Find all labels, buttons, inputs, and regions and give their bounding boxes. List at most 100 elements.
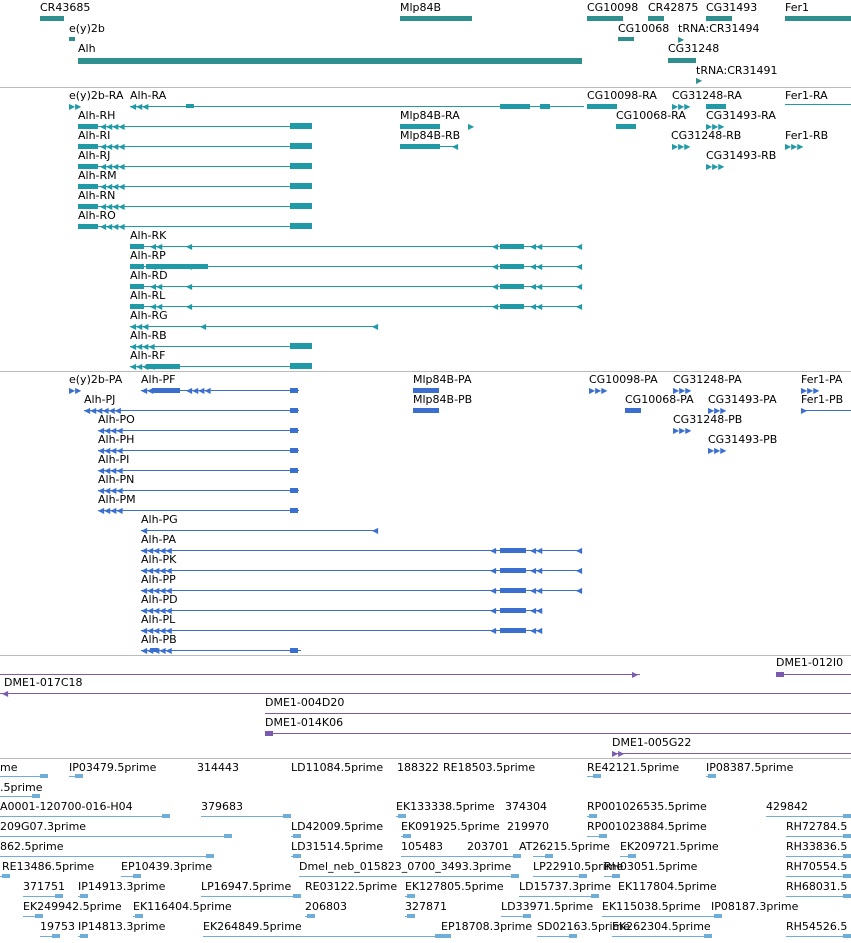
est-glyph[interactable] xyxy=(293,854,301,858)
est-label[interactable]: LP16947.5prime xyxy=(201,880,292,893)
clone-label[interactable]: DME1-005G22 xyxy=(612,736,692,749)
est-label[interactable]: RE42121.5prime xyxy=(587,761,680,774)
feature-glyph[interactable] xyxy=(78,184,98,189)
est-glyph[interactable] xyxy=(843,854,851,858)
feature-glyph[interactable] xyxy=(413,408,439,413)
transcript-label[interactable]: Alh-RK xyxy=(130,229,167,242)
est-glyph[interactable] xyxy=(511,874,519,878)
gene-glyph[interactable] xyxy=(706,16,732,21)
transcript-label[interactable]: Mlp84B-RB xyxy=(400,129,461,142)
feature-intron-line[interactable] xyxy=(533,856,553,857)
feature-intron-line[interactable] xyxy=(786,836,851,837)
est-glyph[interactable] xyxy=(569,934,577,938)
est-label[interactable]: EK249942.5prime xyxy=(23,900,122,913)
est-glyph[interactable] xyxy=(704,934,712,938)
est-label[interactable]: 374304 xyxy=(505,800,547,813)
feature-intron-line[interactable] xyxy=(130,346,312,347)
est-glyph[interactable] xyxy=(293,894,301,898)
feature-glyph[interactable] xyxy=(78,224,98,229)
est-glyph[interactable] xyxy=(403,834,411,838)
transcript-label[interactable]: Alh-RH xyxy=(78,109,116,122)
feature-glyph[interactable] xyxy=(130,264,144,269)
est-label[interactable]: EK262304.5prime xyxy=(612,920,711,933)
feature-intron-line[interactable] xyxy=(98,470,299,471)
est-label[interactable]: AT26215.5prime xyxy=(519,840,610,853)
feature-glyph[interactable] xyxy=(130,304,144,309)
protein-label[interactable]: Alh-PH xyxy=(98,433,135,446)
est-glyph[interactable] xyxy=(513,854,521,858)
est-label[interactable]: 203701 xyxy=(467,840,509,853)
feature-glyph[interactable] xyxy=(290,203,312,209)
feature-glyph[interactable] xyxy=(706,104,726,109)
feature-intron-line[interactable] xyxy=(201,896,301,897)
est-glyph[interactable] xyxy=(35,914,43,918)
est-glyph[interactable] xyxy=(307,914,315,918)
est-label[interactable]: 105483 xyxy=(401,840,443,853)
est-glyph[interactable] xyxy=(224,834,232,838)
feature-glyph[interactable] xyxy=(785,104,851,105)
est-label[interactable]: 219970 xyxy=(507,820,549,833)
feature-glyph[interactable] xyxy=(500,608,526,613)
feature-glyph[interactable] xyxy=(290,488,298,493)
transcript-label[interactable]: Alh-RO xyxy=(78,209,116,222)
feature-glyph[interactable] xyxy=(500,284,524,289)
feature-glyph[interactable] xyxy=(290,143,312,149)
est-glyph[interactable] xyxy=(843,934,851,938)
feature-intron-line[interactable] xyxy=(78,206,312,207)
est-glyph[interactable] xyxy=(283,814,291,818)
est-label[interactable]: LD15737.3prime xyxy=(519,880,612,893)
feature-intron-line[interactable] xyxy=(130,106,584,107)
protein-label[interactable]: CG31493-PB xyxy=(708,433,778,446)
est-label[interactable]: RH03051.5prime xyxy=(604,860,698,873)
transcript-label[interactable]: Fer1-RA xyxy=(785,89,828,102)
feature-intron-line[interactable] xyxy=(23,916,43,917)
gene-glyph[interactable] xyxy=(78,58,582,64)
transcript-label[interactable]: Alh-RL xyxy=(130,289,166,302)
feature-intron-line[interactable] xyxy=(401,856,521,857)
est-glyph[interactable] xyxy=(843,834,851,838)
feature-intron-line[interactable] xyxy=(265,733,851,734)
protein-label[interactable]: Alh-PK xyxy=(141,553,177,566)
est-label[interactable]: 371751 xyxy=(23,880,65,893)
feature-glyph[interactable] xyxy=(413,388,439,393)
feature-intron-line[interactable] xyxy=(141,570,581,571)
est-label[interactable]: RP001023884.5prime xyxy=(587,820,707,833)
transcript-label[interactable]: Alh-RG xyxy=(130,309,168,322)
feature-glyph[interactable] xyxy=(290,428,298,433)
feature-intron-line[interactable] xyxy=(130,306,580,307)
feature-intron-line[interactable] xyxy=(537,936,577,937)
est-label[interactable]: 379683 xyxy=(201,800,243,813)
est-glyph[interactable] xyxy=(75,774,83,778)
est-label[interactable]: RH54526.5 xyxy=(786,920,848,933)
feature-intron-line[interactable] xyxy=(786,876,851,877)
gene-glyph[interactable] xyxy=(668,58,696,63)
feature-intron-line[interactable] xyxy=(766,816,851,817)
est-glyph[interactable] xyxy=(407,914,415,918)
est-label[interactable]: IP03479.5prime xyxy=(69,761,157,774)
feature-glyph[interactable] xyxy=(290,363,312,369)
feature-glyph[interactable] xyxy=(587,104,617,109)
est-glyph[interactable] xyxy=(80,934,88,938)
transcript-label[interactable]: CG31248-RA xyxy=(672,89,742,102)
est-label[interactable]: A0001-120700-016-H04 xyxy=(0,800,133,813)
feature-glyph[interactable] xyxy=(130,284,144,289)
est-label[interactable]: me xyxy=(0,761,18,774)
est-label[interactable]: IP08187.3prime xyxy=(711,900,799,913)
gene-label[interactable]: CG31248 xyxy=(668,42,720,55)
feature-glyph[interactable] xyxy=(78,124,98,129)
gene-label[interactable]: Alh xyxy=(78,42,96,55)
est-glyph[interactable] xyxy=(2,874,10,878)
est-glyph[interactable] xyxy=(579,874,587,878)
feature-intron-line[interactable] xyxy=(602,916,722,917)
feature-intron-line[interactable] xyxy=(533,876,587,877)
feature-intron-line[interactable] xyxy=(0,776,48,777)
est-label[interactable]: 188322 xyxy=(397,761,439,774)
feature-intron-line[interactable] xyxy=(0,796,40,797)
transcript-label[interactable]: Alh-RF xyxy=(130,349,166,362)
feature-intron-line[interactable] xyxy=(40,936,60,937)
est-label[interactable]: EK127805.5prime xyxy=(405,880,504,893)
est-label[interactable]: LD42009.5prime xyxy=(291,820,384,833)
est-label[interactable]: .5prime xyxy=(0,781,43,794)
est-glyph[interactable] xyxy=(407,894,415,898)
gene-glyph[interactable] xyxy=(618,37,634,41)
